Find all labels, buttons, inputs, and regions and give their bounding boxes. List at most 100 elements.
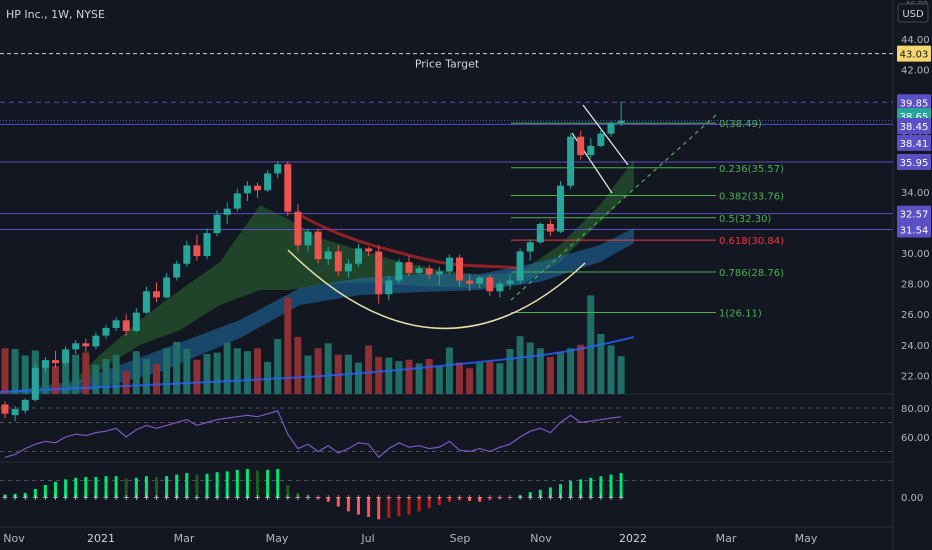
oscillator-bar xyxy=(54,481,57,497)
volume-bar xyxy=(557,352,564,394)
oscillator-cross-marker: + xyxy=(406,493,413,502)
oscillator-pane: + + + + + + + + + + + + + + + + + + + + + + + + + + + + + + + + + + + + + + + +… xyxy=(2,469,923,520)
candle-body xyxy=(587,145,595,156)
oscillator-cross-marker: + xyxy=(133,493,140,502)
oscillator-cross-marker: + xyxy=(375,493,382,502)
oscillator-bar xyxy=(528,492,532,497)
oscillator-bar xyxy=(286,485,290,497)
candle-body xyxy=(577,136,585,156)
volume-bar xyxy=(274,339,282,394)
candle-body xyxy=(183,245,191,264)
candle-body xyxy=(314,231,322,260)
oscillator-bar xyxy=(316,497,320,499)
oscillator-bar xyxy=(74,477,78,497)
oscillator-cross-marker: + xyxy=(416,493,423,502)
oscillator-bar xyxy=(407,497,411,515)
candle-body xyxy=(607,122,615,134)
drawings xyxy=(287,104,717,329)
oscillator-bar xyxy=(458,497,461,501)
candle-body xyxy=(476,277,484,284)
oscillator-cross-marker: + xyxy=(365,493,372,502)
candle-body xyxy=(496,283,504,292)
fib-level-label: 0.786(28.76) xyxy=(719,268,784,279)
candle-body xyxy=(395,262,403,281)
oscillator-cross-marker: + xyxy=(62,493,69,502)
oscillator-bar xyxy=(124,478,128,497)
oscillator-cross-marker: + xyxy=(284,493,291,502)
volume-bar xyxy=(173,341,181,394)
oscillator-bar xyxy=(599,476,603,497)
cup-curve xyxy=(287,249,586,329)
oscillator-bar xyxy=(508,497,512,498)
candle-body xyxy=(324,251,332,260)
volume-bar xyxy=(324,343,332,394)
price-tick-label: 34.00 xyxy=(901,188,930,199)
oscillator-cross-marker: + xyxy=(385,493,392,502)
time-axis-label: Sep xyxy=(450,532,471,545)
volume-bar xyxy=(405,359,413,394)
oscillator-bar xyxy=(256,470,259,497)
volume-bar xyxy=(355,362,362,394)
oscillator-bar xyxy=(175,474,179,497)
price-tick-label: 42.00 xyxy=(901,65,930,76)
oscillator-bar xyxy=(397,497,401,517)
volume-bar xyxy=(62,352,70,394)
time-axis-label: Jul xyxy=(360,532,374,545)
candle-body xyxy=(173,263,181,278)
candle-body xyxy=(304,231,312,246)
candle-body xyxy=(203,233,211,257)
price-tick-label: 22.00 xyxy=(901,371,930,382)
oscillator-cross-marker: + xyxy=(436,493,443,502)
oscillator-bar xyxy=(296,493,300,497)
oscillator-bar xyxy=(195,474,199,497)
candle-body xyxy=(82,343,90,347)
candle-body xyxy=(365,248,373,252)
volume-bar xyxy=(11,349,19,394)
candle-body xyxy=(355,248,362,264)
candle-body xyxy=(274,164,282,174)
candle-body xyxy=(375,251,383,295)
price-tag-label: 31.54 xyxy=(900,225,929,236)
volume-bar xyxy=(445,347,453,394)
price-tag-label: 38.65 xyxy=(900,112,929,123)
candle-body xyxy=(617,120,625,123)
currency-label: USD xyxy=(902,9,924,20)
volume-bar xyxy=(375,356,383,394)
volume-bar xyxy=(82,352,90,394)
oscillator-bar xyxy=(346,497,350,512)
oscillator-cross-marker: + xyxy=(42,493,49,502)
oscillator-cross-marker: + xyxy=(72,493,79,502)
oscillator-bar xyxy=(437,497,441,505)
oscillator-bar xyxy=(114,476,118,497)
oscillator-bar xyxy=(538,489,542,497)
oscillator-bar xyxy=(306,494,310,497)
volume-bar xyxy=(203,354,211,394)
time-axis-label: May xyxy=(266,532,289,545)
oscillator-cross-marker: + xyxy=(396,493,403,502)
candle-body xyxy=(142,291,150,313)
candle-body xyxy=(112,320,120,328)
oscillator-bar xyxy=(43,485,47,497)
price-target-label: Price Target xyxy=(415,58,480,71)
price-tick-label: 28.00 xyxy=(901,280,930,291)
volume-bar xyxy=(122,371,130,394)
price-tick-label: 24.00 xyxy=(901,341,930,352)
rsi-pane: 80.00 60.00 xyxy=(0,404,930,481)
volume-bar xyxy=(153,364,160,394)
oscillator-cross-marker: + xyxy=(224,493,231,502)
candle-body xyxy=(546,223,554,232)
time-axis-label: 2022 xyxy=(619,532,647,545)
candle-body xyxy=(567,136,575,186)
price-tag-bg xyxy=(897,94,931,111)
price-tag-label: 32.57 xyxy=(900,210,929,221)
volume-bar xyxy=(587,295,595,394)
oscillator-bar xyxy=(579,479,583,497)
candle-body xyxy=(334,251,342,272)
oscillator-cross-marker: + xyxy=(163,493,170,502)
oscillator-bar xyxy=(235,469,239,497)
oscillator-bar xyxy=(3,494,7,497)
rsi-line xyxy=(4,410,622,459)
volume-bar xyxy=(132,351,140,394)
oscillator-cross-marker: + xyxy=(325,493,332,502)
